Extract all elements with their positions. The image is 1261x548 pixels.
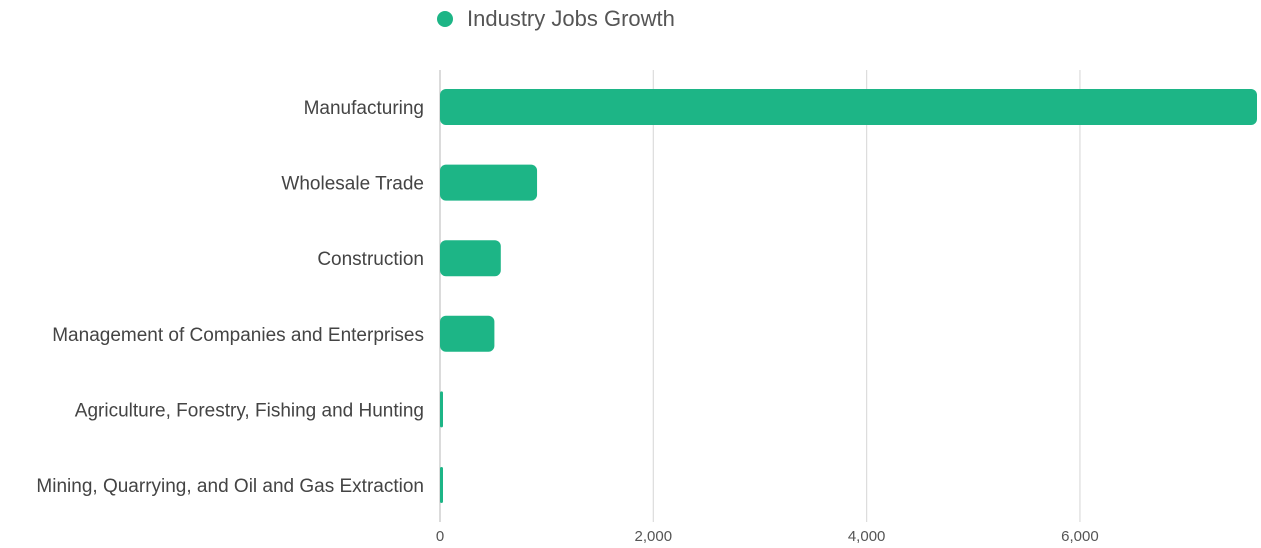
category-label: Manufacturing — [304, 98, 424, 119]
x-axis-tick-labels: 0 2,000 4,000 6,000 — [436, 528, 1099, 545]
bar[interactable] — [440, 89, 1257, 125]
x-tick-label: 0 — [436, 528, 444, 545]
bar[interactable] — [440, 467, 443, 503]
category-label: Agriculture, Forestry, Fishing and Hunti… — [75, 400, 424, 421]
x-tick-label: 4,000 — [848, 528, 886, 545]
x-tick-label: 6,000 — [1061, 528, 1099, 545]
category-labels: Manufacturing Wholesale Trade Construction… — [36, 98, 424, 497]
category-label: Mining, Quarrying, and Oil and Gas Extra… — [36, 476, 424, 497]
category-label: Construction — [317, 249, 424, 270]
legend-label: Industry Jobs Growth — [467, 6, 675, 31]
category-label: Wholesale Trade — [281, 174, 424, 195]
bars — [440, 89, 1257, 503]
bar[interactable] — [440, 164, 538, 201]
category-label: Management of Companies and Enterprises — [52, 325, 424, 346]
gridlines — [439, 70, 1081, 522]
bar[interactable] — [440, 315, 495, 352]
legend-swatch — [437, 11, 453, 27]
bar[interactable] — [440, 391, 443, 428]
bar[interactable] — [440, 240, 501, 277]
x-tick-label: 2,000 — [635, 528, 673, 545]
legend: Industry Jobs Growth — [437, 6, 675, 31]
